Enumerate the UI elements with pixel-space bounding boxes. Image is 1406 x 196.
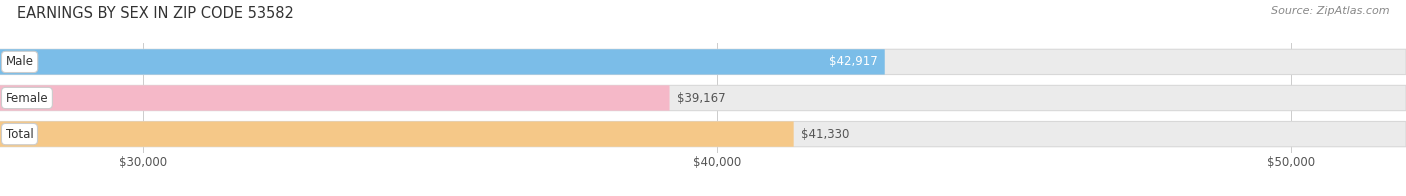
FancyBboxPatch shape [0,49,884,74]
Text: Total: Total [6,128,34,141]
Text: Source: ZipAtlas.com: Source: ZipAtlas.com [1271,6,1389,16]
Text: Male: Male [6,55,34,68]
Text: $39,167: $39,167 [676,92,725,104]
Text: $42,917: $42,917 [830,55,877,68]
FancyBboxPatch shape [0,122,1406,147]
FancyBboxPatch shape [0,85,669,111]
Text: EARNINGS BY SEX IN ZIP CODE 53582: EARNINGS BY SEX IN ZIP CODE 53582 [17,6,294,21]
FancyBboxPatch shape [0,49,1406,74]
FancyBboxPatch shape [0,122,793,147]
FancyBboxPatch shape [0,85,1406,111]
Text: $41,330: $41,330 [800,128,849,141]
Text: Female: Female [6,92,48,104]
